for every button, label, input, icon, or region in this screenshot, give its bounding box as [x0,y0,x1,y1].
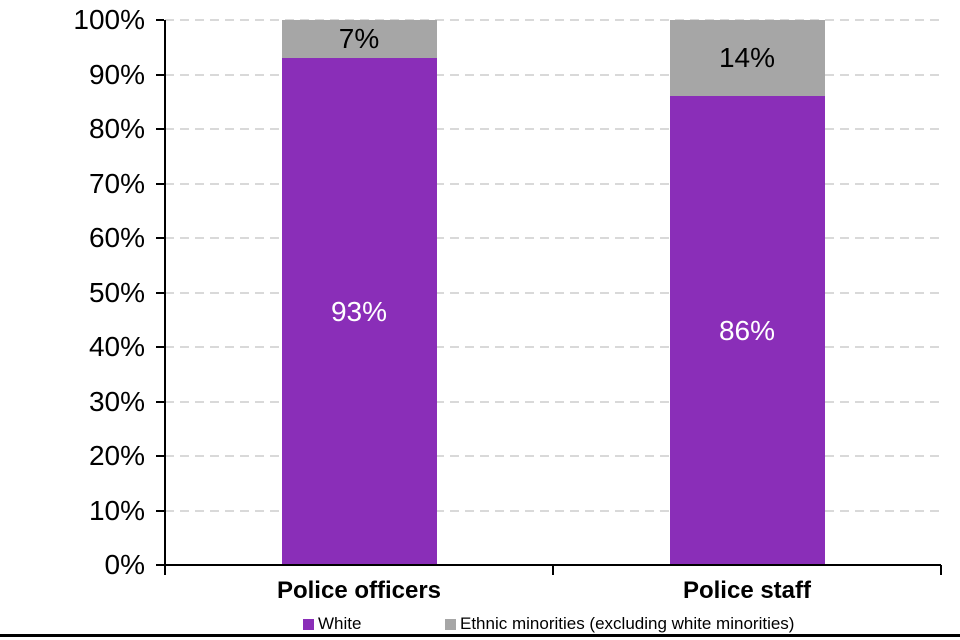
bar-segment [281,20,437,59]
gridline [165,509,941,512]
gridline [165,346,941,348]
y-axis-tick-label: 100% [73,4,145,35]
gridline [165,455,941,457]
gridline [165,128,941,130]
legend-label-ethnic-minorities: Ethnic minorities (excluding white minor… [460,614,795,633]
x-axis-tick [552,565,554,575]
bar-segment [281,58,437,565]
legend-label-white: White [318,614,362,633]
bar-value-label: 86% [718,314,776,346]
y-axis-tick-label: 70% [88,167,145,199]
gridline [165,400,941,403]
gridline [165,182,941,185]
legend-swatch-white-icon [303,618,314,630]
y-axis-tick-label: 50% [88,276,145,308]
legend-item-white: White [303,614,362,633]
y-axis-tick [156,346,164,348]
bottom-divider [0,634,960,637]
legend-item-ethnic-minorities: Ethnic minorities (excluding white minor… [445,614,795,633]
gridline [165,291,941,294]
y-axis-tick [156,455,164,457]
y-axis-tick [156,128,164,130]
bar-value-label: 7% [338,23,380,55]
y-axis-tick [156,564,164,566]
y-axis-tick [156,291,164,294]
y-axis-tick [156,400,164,403]
y-axis-tick-label: 40% [88,331,145,362]
y-axis-tick [156,73,164,76]
bar-segment [669,96,825,565]
y-axis-tick-label: 90% [88,58,145,90]
legend-swatch-ethnic-minorities-icon [445,618,456,630]
bar-segment [669,20,825,97]
y-axis-tick [156,509,164,512]
x-axis-category-label-police-staff: Police staff [682,577,812,604]
y-axis-tick-label: 0% [104,549,145,580]
gridline [165,73,941,76]
y-axis-line [164,20,166,566]
gridline [165,237,941,239]
y-axis-tick-label: 60% [88,222,145,253]
x-axis-tick [164,565,166,575]
y-axis-tick [156,182,164,185]
y-axis-tick-label: 20% [88,440,145,471]
x-axis-category-label-police-officers: Police officers [276,577,442,604]
gridline [165,19,941,21]
y-axis-tick-label: 10% [88,494,145,526]
bar-value-label: 93% [330,295,388,327]
y-axis-tick [156,237,164,239]
y-axis-tick-label: 30% [88,385,145,417]
bar-value-label: 14% [718,42,776,74]
y-axis-tick [156,19,164,21]
y-axis-tick-label: 80% [88,113,145,144]
x-axis-tick [940,565,942,575]
